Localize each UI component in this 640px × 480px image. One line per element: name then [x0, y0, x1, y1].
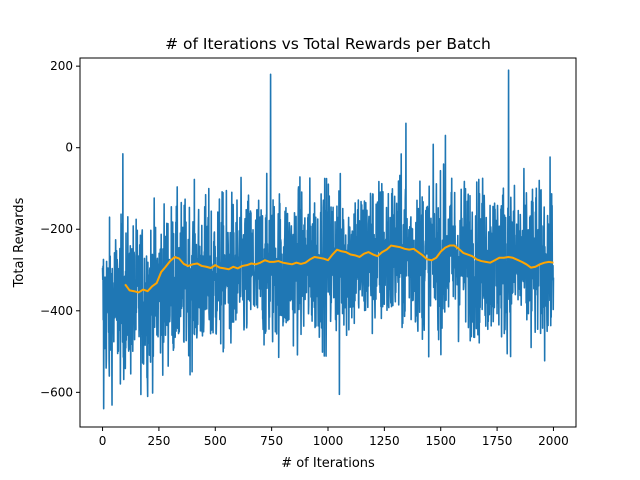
x-tick-label: 250 — [147, 434, 170, 448]
y-axis: −600 −400 −200 0 200 — [40, 59, 80, 399]
series-line-raw-rewards — [101, 69, 555, 410]
x-tick-label: 0 — [99, 434, 107, 448]
y-tick-label: 200 — [50, 59, 73, 73]
y-tick-label: 0 — [65, 141, 73, 155]
chart-title: # of Iterations vs Total Rewards per Bat… — [165, 35, 491, 53]
x-tick-label: 750 — [260, 434, 283, 448]
series-line-moving-average — [124, 244, 554, 294]
x-tick-label: 1500 — [425, 434, 456, 448]
x-tick-label: 2000 — [538, 434, 569, 448]
y-tick-label: −200 — [40, 222, 73, 236]
y-tick-label: −400 — [40, 304, 73, 318]
x-tick-label: 1250 — [369, 434, 400, 448]
x-axis: 0 250 500 750 1000 1250 1500 1750 2000 — [99, 427, 569, 448]
y-tick-label: −600 — [40, 385, 73, 399]
x-tick-label: 1000 — [313, 434, 344, 448]
x-tick-label: 500 — [204, 434, 227, 448]
x-axis-label: # of Iterations — [281, 456, 375, 471]
x-tick-label: 1750 — [482, 434, 513, 448]
plot-area — [101, 69, 555, 410]
y-axis-label: Total Rewards — [12, 197, 27, 288]
